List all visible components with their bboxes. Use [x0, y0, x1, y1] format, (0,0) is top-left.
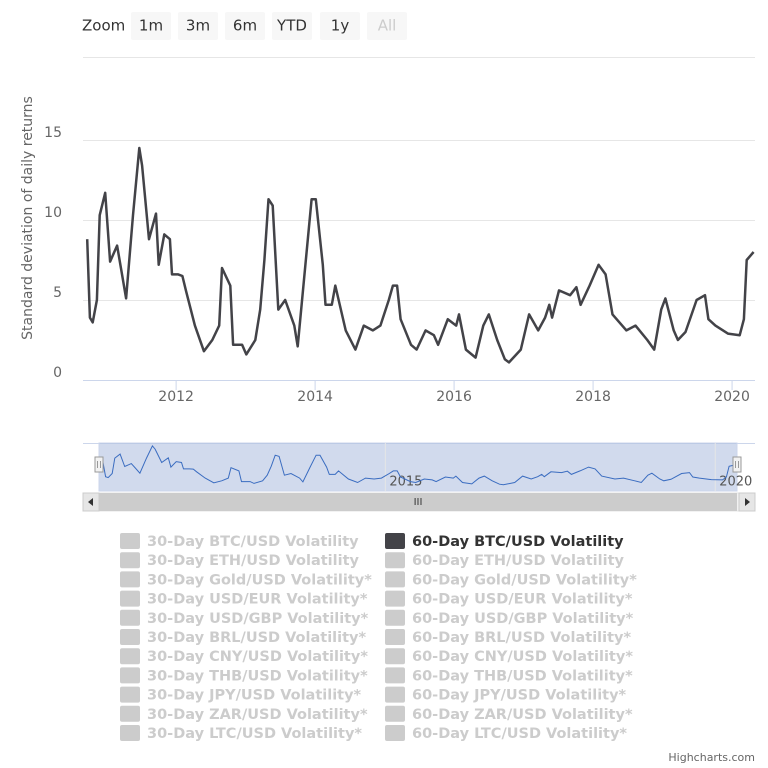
- legend-label[interactable]: 30-Day USD/GBP Volatility*: [147, 611, 369, 627]
- legend-label[interactable]: 60-Day BTC/USD Volatility: [412, 534, 624, 550]
- legend-symbol[interactable]: [385, 590, 405, 607]
- x-tick-label: 2016: [436, 389, 472, 405]
- legend-label[interactable]: 30-Day BRL/USD Volatility*: [147, 630, 366, 646]
- zoom-label: Zoom: [82, 17, 125, 35]
- navigator-tick-label: 2020: [719, 475, 752, 490]
- legend-symbol[interactable]: [385, 533, 405, 549]
- y-axis-title: Standard deviation of daily returns: [20, 96, 36, 340]
- legend-label[interactable]: 60-Day THB/USD Volatility*: [412, 668, 633, 684]
- legend-symbol[interactable]: [385, 648, 405, 665]
- legend-symbol[interactable]: [120, 686, 140, 703]
- legend-label[interactable]: 60-Day Gold/USD Volatility*: [412, 572, 637, 588]
- zoom-button-label[interactable]: YTD: [276, 17, 307, 35]
- legend-symbol[interactable]: [120, 609, 140, 626]
- zoom-button[interactable]: [225, 12, 265, 40]
- legend-label[interactable]: 60-Day ZAR/USD Volatility*: [412, 707, 633, 723]
- legend-label[interactable]: 60-Day USD/EUR Volatility*: [412, 592, 633, 608]
- x-tick-label: 2014: [297, 389, 333, 405]
- legend-symbol[interactable]: [120, 648, 140, 665]
- legend-label[interactable]: 60-Day USD/GBP Volatility*: [412, 611, 634, 627]
- right-arrow: [745, 498, 750, 506]
- legend-symbol[interactable]: [120, 590, 140, 607]
- legend-symbol[interactable]: [120, 533, 140, 549]
- zoom-button-label: All: [378, 17, 397, 35]
- legend-label[interactable]: 30-Day CNY/USD Volatility*: [147, 649, 368, 665]
- zoom-button-label[interactable]: 1m: [139, 17, 163, 35]
- legend-symbol[interactable]: [385, 667, 405, 684]
- legend-label[interactable]: 60-Day LTC/USD Volatility*: [412, 726, 627, 742]
- zoom-button-label[interactable]: 6m: [233, 17, 257, 35]
- legend-label[interactable]: 30-Day BTC/USD Volatility: [147, 534, 359, 550]
- legend-label[interactable]: 60-Day JPY/USD Volatility*: [412, 688, 627, 704]
- navigator-handle[interactable]: [732, 456, 742, 473]
- x-tick-label: 2018: [575, 389, 611, 405]
- legend-symbol[interactable]: [385, 552, 405, 569]
- legend-symbol[interactable]: [120, 725, 140, 741]
- y-tick-label: 0: [53, 365, 62, 381]
- legend-label[interactable]: 60-Day BRL/USD Volatility*: [412, 630, 631, 646]
- legend-label[interactable]: 60-Day CNY/USD Volatility*: [412, 649, 633, 665]
- legend-label[interactable]: 30-Day ZAR/USD Volatility*: [147, 707, 368, 723]
- x-tick-label: 2020: [714, 389, 750, 405]
- legend-symbol[interactable]: [385, 705, 405, 722]
- zoom-button[interactable]: [320, 12, 360, 40]
- legend-symbol[interactable]: [385, 609, 405, 626]
- y-tick-label: 15: [44, 125, 62, 141]
- scrollbar-thumb[interactable]: [99, 493, 737, 511]
- legend-label[interactable]: 30-Day LTC/USD Volatility*: [147, 726, 362, 742]
- legend-label[interactable]: 30-Day JPY/USD Volatility*: [147, 688, 362, 704]
- legend-symbol[interactable]: [120, 552, 140, 569]
- zoom-button-label[interactable]: 1y: [331, 17, 350, 35]
- y-tick-label: 10: [44, 205, 62, 221]
- legend-label[interactable]: 30-Day THB/USD Volatility*: [147, 668, 368, 684]
- navigator-line: [102, 444, 736, 486]
- legend-label[interactable]: 30-Day Gold/USD Volatility*: [147, 572, 372, 588]
- legend-symbol[interactable]: [120, 629, 140, 645]
- x-tick-label: 2012: [158, 389, 194, 405]
- legend-symbol[interactable]: [385, 571, 405, 588]
- scrollbar-grip: III: [414, 497, 423, 508]
- zoom-button[interactable]: [272, 12, 312, 40]
- series-line: [85, 146, 755, 364]
- navigator-mask: [98, 442, 738, 492]
- legend-label[interactable]: 30-Day ETH/USD Volatility: [147, 553, 360, 569]
- credits[interactable]: Highcharts.com: [668, 751, 755, 764]
- zoom-button[interactable]: [131, 12, 171, 40]
- zoom-button-label[interactable]: 3m: [186, 17, 210, 35]
- zoom-button[interactable]: [178, 12, 218, 40]
- navigator-handle[interactable]: [94, 456, 104, 473]
- y-tick-label: 5: [53, 285, 62, 301]
- zoom-button: [367, 12, 407, 40]
- legend-label[interactable]: 60-Day ETH/USD Volatility: [412, 553, 625, 569]
- legend-symbol[interactable]: [120, 571, 140, 588]
- legend-label[interactable]: 30-Day USD/EUR Volatility*: [147, 592, 368, 608]
- legend-symbol[interactable]: [385, 686, 405, 703]
- legend-symbol[interactable]: [385, 725, 405, 741]
- navigator-tick-label: 2015: [389, 475, 422, 490]
- legend-symbol[interactable]: [385, 629, 405, 645]
- legend-symbol[interactable]: [120, 705, 140, 722]
- left-arrow: [88, 498, 93, 506]
- legend-symbol[interactable]: [120, 667, 140, 684]
